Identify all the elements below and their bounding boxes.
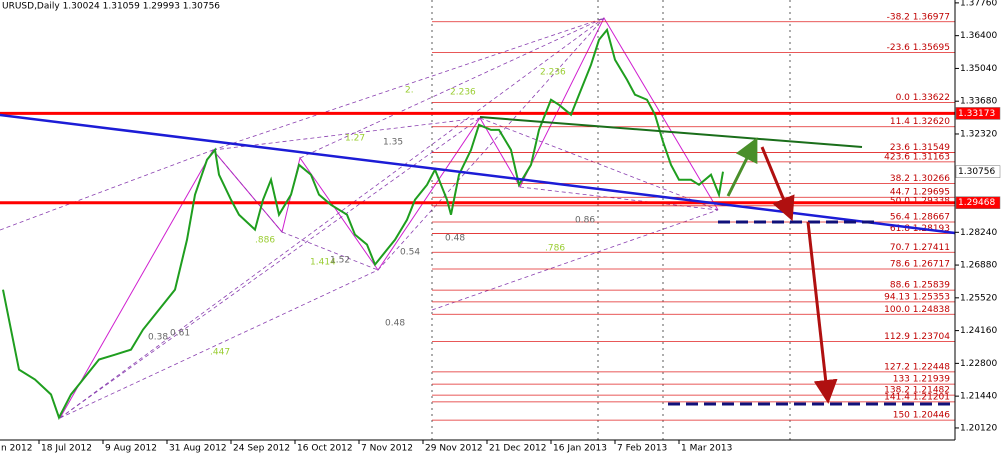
fib-label: 78.6 1.26717 — [890, 259, 950, 269]
fib-label: 127.2 1.22448 — [884, 362, 950, 372]
x-tick-label: 1 Mar 2013 — [681, 444, 732, 454]
x-tick-label: n 2012 — [1, 444, 32, 454]
x-tick-label: 7 Nov 2012 — [361, 444, 413, 454]
fib-label: 11.4 1.32620 — [890, 117, 950, 127]
arrow — [726, 137, 758, 197]
pattern-label: 1.414 — [310, 258, 336, 268]
pattern-label: 1.27 — [345, 134, 365, 144]
y-tick-label: 1.22800 — [960, 359, 997, 369]
y-tick-label: 1.25520 — [960, 293, 997, 303]
trend-line — [0, 113, 956, 235]
pattern-label: .886 — [255, 236, 275, 246]
y-tick-label: 1.21440 — [960, 392, 997, 402]
price-box — [955, 107, 1001, 120]
pattern-label: 0.61 — [170, 329, 190, 339]
price-label: 1.29468 — [958, 198, 995, 208]
y-tick-label: 1.33680 — [960, 97, 997, 107]
price-box — [955, 165, 1001, 178]
pattern-label: 2. — [405, 86, 414, 96]
y-tick-label: 1.24160 — [960, 326, 997, 336]
pattern-label: .786 — [545, 244, 565, 254]
y-tick-label: 1.20120 — [960, 423, 997, 433]
fib-label: 133 1.21939 — [893, 375, 951, 385]
y-tick-label: 1.35040 — [960, 64, 997, 74]
y-tick-label: 1.32320 — [960, 129, 997, 139]
fib-label: 70.7 1.27411 — [890, 243, 950, 253]
y-tick-label: 1.26880 — [960, 261, 997, 271]
fib-label: -23.6 1.35695 — [887, 43, 950, 53]
y-tick-label: 1.36400 — [960, 31, 997, 41]
x-tick-label: 18 Jul 2012 — [41, 444, 92, 454]
pattern-label: 0.48 — [445, 234, 465, 244]
fib-label: 423.6 1.31163 — [884, 152, 950, 162]
price-box — [955, 196, 1001, 209]
plot — [0, 27, 955, 421]
trend-line — [479, 116, 863, 148]
fib-label: 38.2 1.30266 — [890, 174, 950, 184]
x-tick-label: 16 Oct 2012 — [297, 444, 353, 454]
pattern-label: 0.54 — [400, 248, 420, 258]
arrow — [806, 221, 838, 404]
x-tick-label: 21 Dec 2012 — [489, 444, 547, 454]
fib-label: 23.6 1.31549 — [890, 143, 950, 153]
fib-label: 56.4 1.28667 — [890, 213, 950, 223]
fib-label: 88.6 1.25839 — [890, 281, 950, 291]
pattern-label: 1.52 — [330, 256, 350, 266]
fib-label: -38.2 1.36977 — [887, 12, 950, 22]
price-line-series — [2, 27, 724, 421]
pattern-label: 2.236 — [540, 68, 566, 78]
harmonic-lines — [0, 17, 719, 419]
fib-label: 150 1.20446 — [893, 411, 951, 421]
fib-levels: -38.2 1.36977 -23.6 1.35695 0.0 1.33622 11.… — [432, 12, 955, 421]
x-tick-label: 16 Jan 2013 — [553, 444, 607, 454]
fib-label: 100.0 1.24838 — [884, 305, 950, 315]
chart-title: URUSD,Daily 1.30024 1.31059 1.29993 1.30… — [2, 2, 220, 12]
fib-label: 138.2 1.21482 — [884, 386, 950, 396]
x-tick-label: 24 Sep 2012 — [233, 444, 290, 454]
fib-label: 141.4 1.21201 — [884, 392, 950, 402]
pattern-label: 0.86 — [575, 216, 595, 226]
pattern-label: 1.35 — [383, 138, 403, 148]
fib-label: 44.7 1.29695 — [890, 188, 950, 198]
price-label: 1.30756 — [958, 167, 995, 177]
fib-label: 0.0 1.33622 — [896, 93, 950, 103]
pattern-label: 2.236 — [450, 88, 476, 98]
pattern-label: 0.38 — [148, 333, 168, 343]
pattern-label: 0.48 — [385, 319, 405, 329]
pattern-label: .447 — [210, 348, 230, 358]
fib-label: 112.9 1.23704 — [884, 332, 950, 342]
x-tick-label: 31 Aug 2012 — [169, 444, 227, 454]
x-tick-label: 9 Aug 2012 — [105, 444, 157, 454]
y-tick-label: 1.37760 — [960, 0, 997, 8]
vertical-dividers — [431, 0, 791, 440]
x-tick-label: 7 Feb 2013 — [617, 444, 667, 454]
x-tick-label: 29 Nov 2012 — [425, 444, 483, 454]
price-label: 1.33173 — [958, 109, 995, 119]
arrow — [760, 146, 795, 222]
pattern-lines — [0, 0, 791, 440]
y-tick-label: 1.28240 — [960, 228, 997, 238]
fib-label: 94.13 1.25353 — [884, 292, 950, 302]
trend-lines — [0, 113, 956, 406]
